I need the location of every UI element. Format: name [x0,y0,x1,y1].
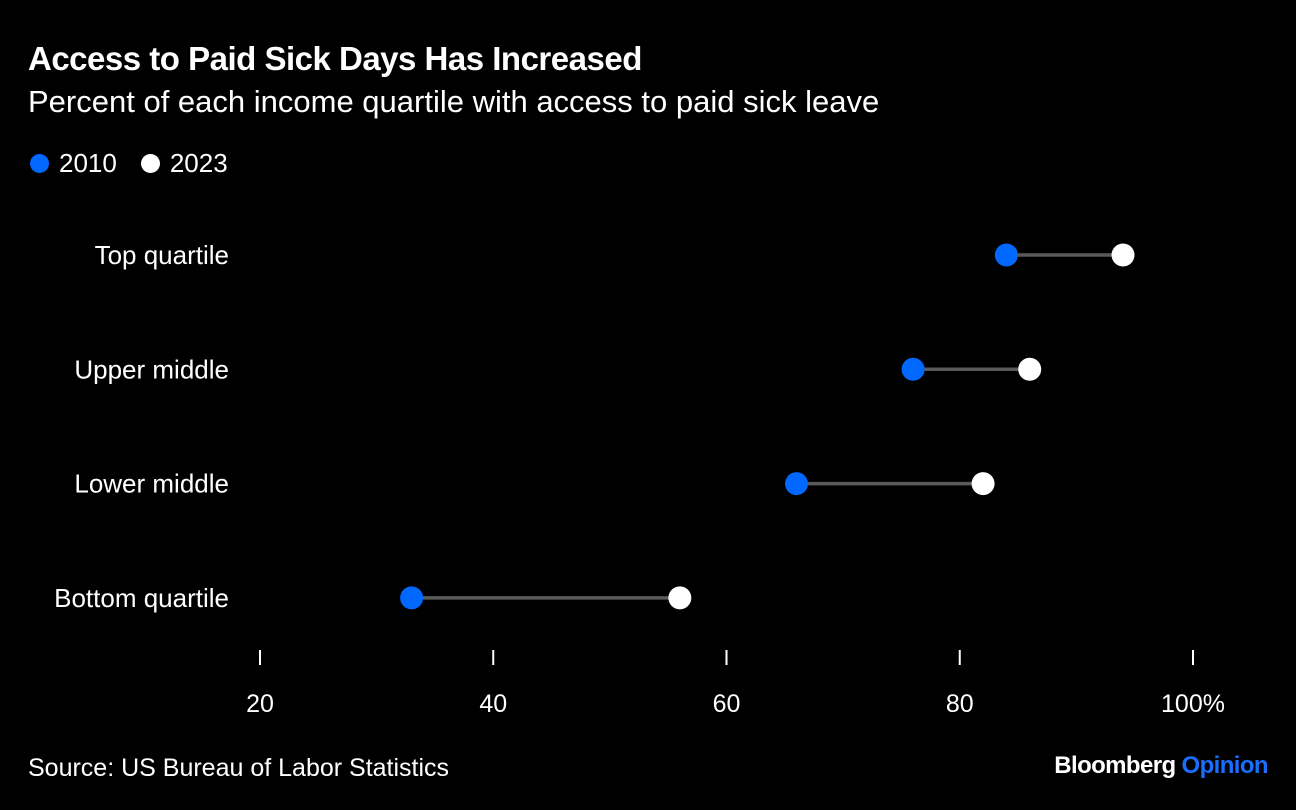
legend: 2010 2023 [30,148,252,179]
legend-item-2023: 2023 [140,148,228,179]
point-2010-top-quartile [994,243,1018,267]
category-label-upper-middle: Upper middle [74,354,229,384]
x-tick-label-100: 100% [1161,690,1225,718]
point-2023-upper-middle [1018,357,1042,381]
point-2023-bottom-quartile [668,586,692,610]
chart-title: Access to Paid Sick Days Has Increased [28,40,642,77]
brand-logo: Bloomberg Opinion [1054,752,1268,780]
point-2010-bottom-quartile [400,586,424,610]
source-note: Source: US Bureau of Labor Statistics [28,754,450,782]
category-label-lower-middle: Lower middle [74,469,229,499]
legend-marker-2010 [30,154,49,173]
brand-opinion: Opinion [1181,752,1269,779]
chart-subtitle: Percent of each income quartile with acc… [28,84,880,119]
point-2023-top-quartile [1111,243,1135,267]
legend-marker-2023 [140,154,160,173]
brand-bloomberg: Bloomberg [1054,752,1176,779]
x-tick-label-60: 60 [713,690,741,718]
legend-label-2010: 2010 [59,148,117,178]
point-2023-lower-middle [971,472,995,496]
category-label-top-quartile: Top quartile [95,240,229,270]
x-tick-label-80: 80 [946,690,974,718]
category-label-bottom-quartile: Bottom quartile [54,583,229,613]
point-2010-lower-middle [784,472,808,496]
point-2010-upper-middle [901,357,925,381]
legend-label-2023: 2023 [169,148,228,178]
x-tick-label-20: 20 [246,690,274,718]
x-tick-label-40: 40 [479,690,507,718]
legend-item-2010: 2010 [30,148,117,179]
